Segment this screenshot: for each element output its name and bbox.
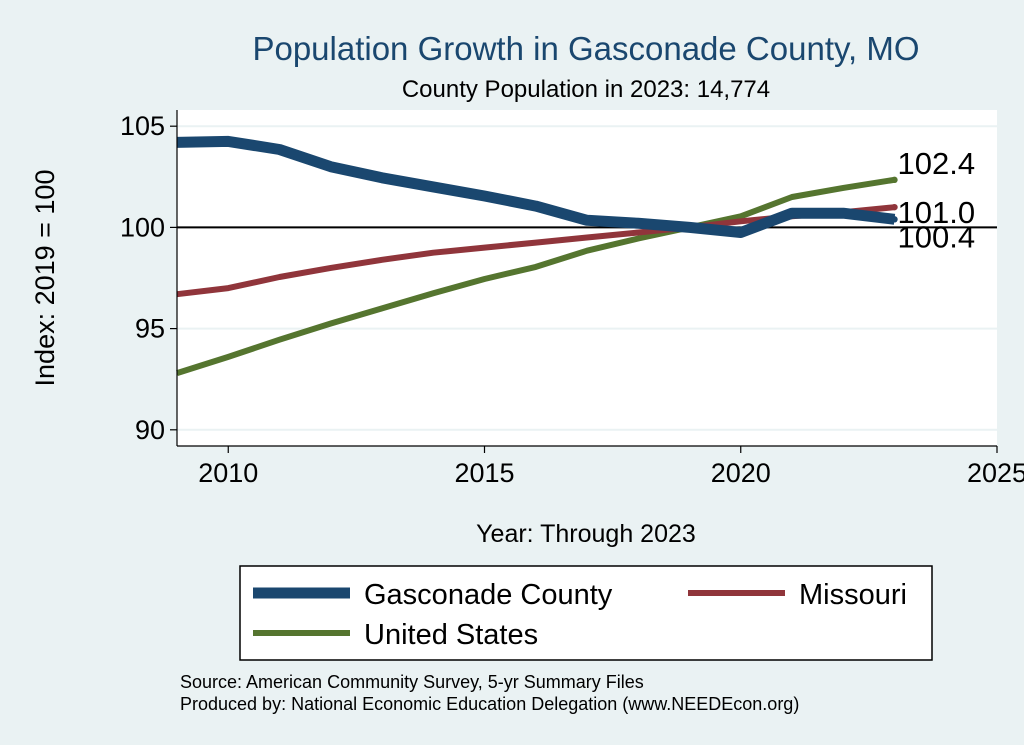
source-note: Source: American Community Survey, 5-yr … (180, 672, 644, 692)
series-line-united-states (176, 176, 895, 376)
series-end-marker (891, 216, 898, 223)
x-tick-label: 2015 (454, 458, 514, 488)
y-tick-label: 95 (135, 314, 165, 344)
y-axis-label: Index: 2019 = 100 (30, 170, 60, 387)
chart-title: Population Growth in Gasconade County, M… (252, 30, 919, 67)
x-tick-label: 2025 (967, 458, 1024, 488)
legend-label-missouri: Missouri (799, 579, 907, 611)
x-tick-label: 2020 (711, 458, 771, 488)
producer-note: Produced by: National Economic Education… (180, 694, 799, 714)
legend-label-gasconade: Gasconade County (364, 579, 613, 611)
end-label-missouri: 101.0 (898, 195, 976, 230)
x-tick-label: 2010 (198, 458, 258, 488)
y-ticks: 90 95 100 105 (120, 111, 165, 445)
series-end-marker (891, 203, 898, 211)
legend-label-united-states: United States (364, 619, 538, 651)
y-tick-label: 105 (120, 111, 165, 141)
legend: Gasconade County Missouri United States (239, 565, 933, 661)
legend-box (239, 565, 933, 661)
chart-subtitle: County Population in 2023: 14,774 (402, 76, 770, 103)
series-layer (176, 135, 898, 376)
y-tick-label: 90 (135, 415, 165, 445)
y-tick-label: 100 (120, 212, 165, 242)
end-label-gasconade: 100.4 (898, 219, 976, 254)
x-ticks: 2010 2015 2020 2025 (198, 458, 1024, 488)
x-axis-label: Year: Through 2023 (476, 520, 696, 548)
end-label-united-states: 102.4 (898, 146, 976, 181)
series-line-gasconade (176, 135, 896, 238)
series-end-marker (891, 176, 898, 184)
